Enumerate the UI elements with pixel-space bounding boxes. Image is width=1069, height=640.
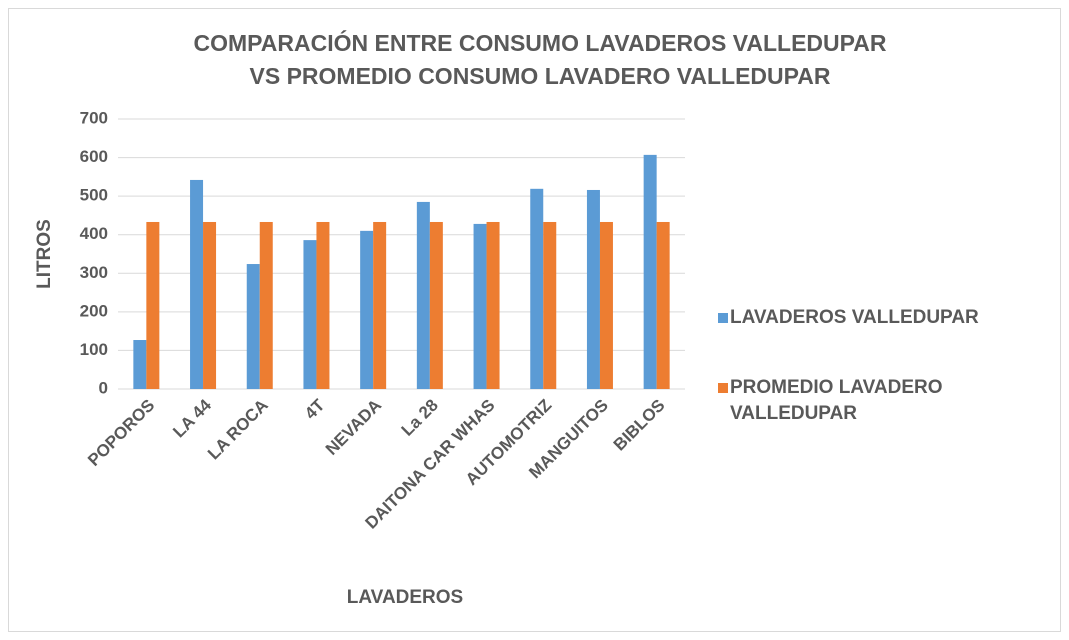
- bar: [303, 240, 317, 389]
- bar: [203, 221, 217, 389]
- bar: [473, 223, 487, 389]
- bar: [429, 221, 443, 389]
- bar: [586, 189, 600, 389]
- y-tick-label: 100: [80, 340, 108, 359]
- bar: [543, 221, 557, 389]
- legend-label: PROMEDIO LAVADERO VALLEDUPAR: [730, 377, 943, 424]
- bar: [486, 221, 500, 389]
- bar: [246, 264, 260, 389]
- bar: [190, 179, 204, 389]
- y-tick-label: 300: [80, 263, 108, 282]
- bar: [133, 340, 147, 389]
- bar: [373, 221, 387, 389]
- y-tick-label: 200: [80, 301, 108, 320]
- chart-title: COMPARACIÓN ENTRE CONSUMO LAVADEROS VALL…: [194, 29, 887, 56]
- bar: [530, 188, 544, 389]
- bar: [643, 154, 657, 389]
- bar: [656, 221, 670, 389]
- bar: [146, 221, 160, 389]
- y-axis-title: LITROS: [34, 219, 55, 289]
- bar: [316, 221, 330, 389]
- y-tick-label: 600: [80, 147, 108, 166]
- bar: [259, 221, 273, 389]
- y-tick-label: 500: [80, 186, 108, 205]
- chart-title: VS PROMEDIO CONSUMO LAVADERO VALLEDUPAR: [250, 63, 831, 89]
- legend-label: LAVADEROS VALLEDUPAR: [730, 307, 979, 328]
- y-tick-label: 400: [80, 224, 108, 243]
- bar: [360, 230, 374, 389]
- y-tick-label: 700: [80, 108, 108, 127]
- bar: [416, 201, 430, 389]
- legend-swatch: [718, 383, 728, 393]
- legend-swatch: [718, 313, 728, 323]
- y-tick-label: 0: [99, 378, 108, 397]
- bar: [599, 221, 613, 389]
- x-axis-title: LAVADEROS: [347, 587, 463, 608]
